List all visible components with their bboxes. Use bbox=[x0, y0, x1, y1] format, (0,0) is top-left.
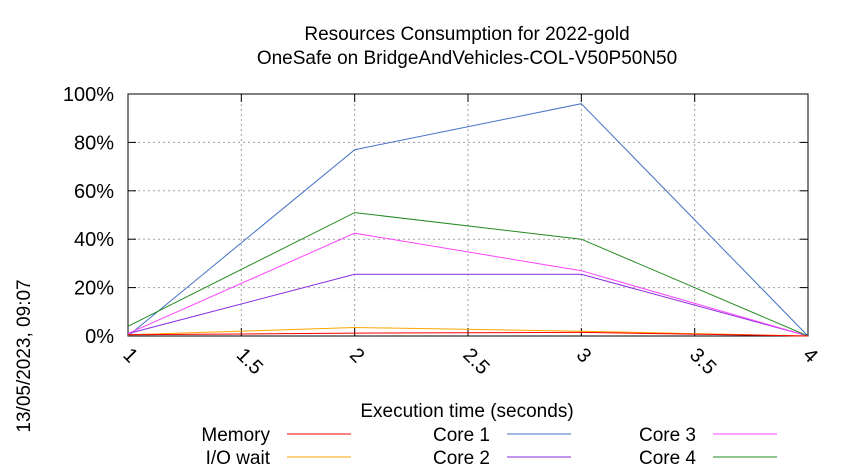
x-tick-label: 3.5 bbox=[685, 344, 720, 379]
timestamp-label: 13/05/2023, 09:07 bbox=[14, 279, 35, 432]
y-tick-label: 100% bbox=[63, 84, 114, 106]
legend-label: Core 1 bbox=[433, 425, 490, 446]
y-tick-label: 20% bbox=[74, 278, 114, 300]
chart-subtitle: OneSafe on BridgeAndVehicles-COL-V50P50N… bbox=[257, 48, 677, 69]
y-tick-label: 60% bbox=[74, 181, 114, 203]
legend-label: Memory bbox=[201, 425, 270, 446]
y-tick-label: 0% bbox=[85, 326, 114, 348]
x-tick-label: 1 bbox=[118, 344, 141, 367]
x-tick-label: 2.5 bbox=[458, 344, 493, 379]
legend-label: Core 4 bbox=[639, 448, 696, 469]
x-axis-label: Execution time (seconds) bbox=[360, 401, 573, 422]
y-tick-label: 80% bbox=[74, 132, 114, 154]
y-axis: 0% 20% 40% 60% 80% 100% bbox=[63, 84, 808, 348]
x-tick-label: 3 bbox=[572, 344, 595, 367]
series-line-memory bbox=[127, 331, 809, 337]
legend-label: Core 3 bbox=[639, 425, 696, 446]
legend-label: I/O wait bbox=[206, 448, 271, 469]
x-tick-label: 1.5 bbox=[232, 344, 267, 379]
y-tick-label: 40% bbox=[74, 229, 114, 251]
series-line-i-o-wait bbox=[127, 326, 809, 337]
legend-label: Core 2 bbox=[433, 448, 490, 469]
series-line-core-4 bbox=[127, 212, 809, 337]
x-tick-label: 2 bbox=[345, 344, 368, 367]
series-lines bbox=[127, 103, 809, 337]
series-line-core-1 bbox=[127, 103, 809, 337]
series-line-core-2 bbox=[127, 273, 809, 337]
x-tick-label: 4 bbox=[798, 344, 821, 367]
grid bbox=[128, 94, 808, 336]
series-line-core-3 bbox=[127, 232, 809, 337]
chart-title: Resources Consumption for 2022-gold bbox=[304, 24, 629, 45]
